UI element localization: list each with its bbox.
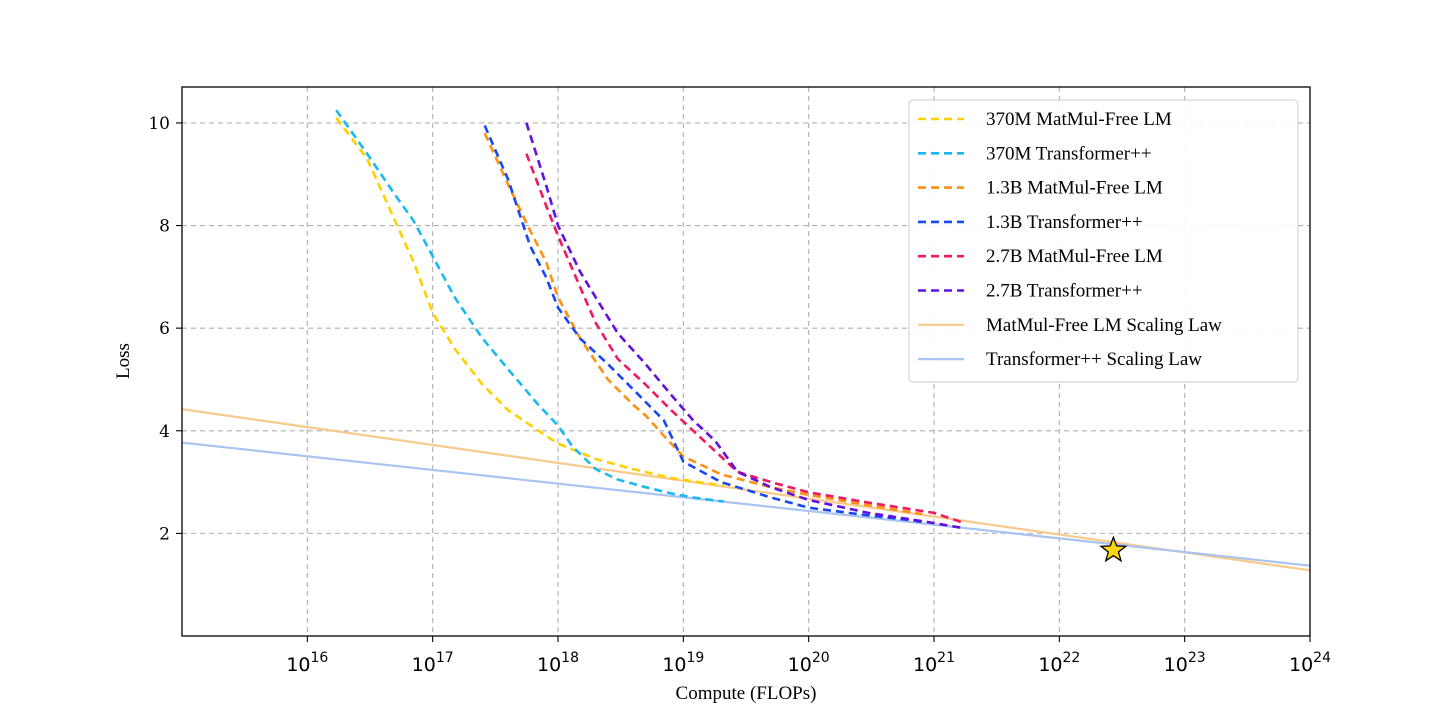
x-tick-label: 1020 (788, 650, 830, 676)
x-tick-label: 1021 (913, 650, 955, 676)
legend: 370M MatMul-Free LM 370M Transformer++ 1.3… (908, 99, 1299, 383)
legend-label: 370M Transformer++ (986, 143, 1152, 164)
legend-label: 2.7B MatMul-Free LM (986, 246, 1163, 267)
series-line-1-3b-matmul-free-lm (483, 132, 923, 516)
y-tick-label: 4 (159, 422, 170, 442)
x-tick-label: 1024 (1289, 650, 1331, 676)
axis-tick-labels: 1016 1017 1018 1019 1020 1021 1022 1023 1024 2 4 6 8… (148, 114, 1331, 676)
series-line-transformer-scaling-law (181, 441, 1311, 567)
x-tick-label: 1022 (1038, 650, 1080, 676)
legend-label: 1.3B Transformer++ (986, 212, 1143, 233)
legend-label: Transformer++ Scaling Law (986, 349, 1202, 370)
axis-ticks (176, 122, 1311, 642)
x-tick-label: 1017 (412, 650, 454, 676)
y-tick-label: 8 (159, 217, 170, 237)
x-tick-label: 1016 (286, 650, 328, 676)
x-tick-label: 1023 (1164, 650, 1206, 676)
markers (1099, 535, 1128, 563)
series-lines (335, 109, 965, 530)
scaling-law-lines (181, 408, 1311, 572)
series-line-370m-transformer (335, 109, 724, 503)
legend-label: MatMul-Free LM Scaling Law (986, 315, 1222, 336)
star-marker (1099, 535, 1128, 563)
legend-label: 370M MatMul-Free LM (986, 109, 1172, 130)
series-line-1-3b-transformer (483, 124, 923, 524)
y-tick-label: 10 (148, 114, 170, 134)
x-tick-label: 1019 (662, 650, 704, 676)
y-axis-label: Loss (113, 343, 134, 379)
plot-frame (181, 86, 1311, 637)
legend-box (908, 99, 1299, 383)
series-line-2-7b-transformer (525, 122, 965, 530)
legend-label: 2.7B Transformer++ (986, 281, 1143, 302)
x-axis-label: Compute (FLOPs) (676, 683, 817, 704)
series-line-370m-matmul-free-lm (335, 117, 724, 487)
legend-label: 1.3B MatMul-Free LM (986, 178, 1163, 199)
y-tick-label: 2 (159, 524, 170, 544)
y-tick-label: 6 (159, 319, 170, 339)
series-line-2-7b-matmul-free-lm (525, 153, 965, 525)
x-tick-label: 1018 (537, 650, 579, 676)
series-line-matmul-free-lm-scaling-law (181, 408, 1311, 572)
